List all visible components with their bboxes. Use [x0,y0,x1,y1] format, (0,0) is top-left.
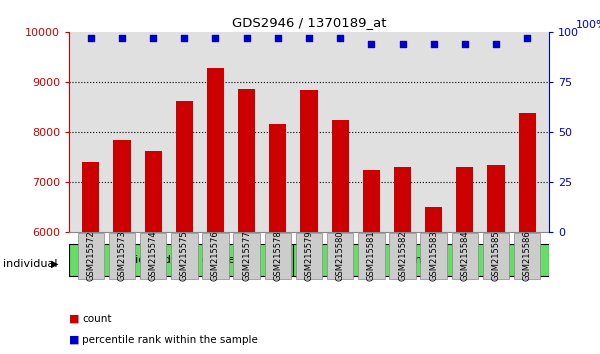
FancyBboxPatch shape [452,233,478,279]
FancyBboxPatch shape [514,233,541,279]
Bar [207,68,224,232]
FancyBboxPatch shape [421,233,447,279]
Point [398,41,407,47]
Text: GSM215579: GSM215579 [305,230,314,281]
Text: individual: individual [3,259,58,269]
Bar [394,167,411,232]
Bar [113,141,131,232]
Bar [363,170,380,232]
Text: GSM215574: GSM215574 [149,230,158,281]
Text: GSM215583: GSM215583 [429,230,438,281]
Point [273,35,283,41]
Text: diet-induced obese: diet-induced obese [128,255,235,265]
Bar [145,152,162,232]
Text: 100%: 100% [575,20,600,30]
Text: GSM215586: GSM215586 [523,230,532,281]
Bar [518,113,536,232]
Bar [82,162,100,232]
Text: GSM215578: GSM215578 [274,230,283,281]
FancyBboxPatch shape [327,233,353,279]
Point [179,35,189,41]
Point [335,35,345,41]
Text: GSM215584: GSM215584 [460,230,469,281]
Bar [238,89,255,232]
Bar [269,124,286,232]
Bar [456,167,473,232]
Text: GSM215582: GSM215582 [398,230,407,281]
Text: count: count [82,314,112,324]
Point [148,35,158,41]
Text: GSM215575: GSM215575 [180,230,189,281]
FancyBboxPatch shape [265,233,291,279]
FancyBboxPatch shape [483,233,509,279]
Bar [332,120,349,232]
Text: GSM215573: GSM215573 [118,230,127,281]
Bar [425,207,442,232]
Text: ■: ■ [69,335,79,345]
Point [523,35,532,41]
FancyBboxPatch shape [202,233,229,279]
Text: ■: ■ [69,314,79,324]
Text: GSM215572: GSM215572 [86,230,95,281]
Point [491,41,501,47]
Text: control: control [402,255,440,265]
FancyBboxPatch shape [77,233,104,279]
Bar [301,90,317,232]
Text: GSM215580: GSM215580 [335,230,344,281]
FancyBboxPatch shape [389,233,416,279]
Point [367,41,376,47]
FancyBboxPatch shape [233,233,260,279]
FancyBboxPatch shape [293,244,549,276]
Point [304,35,314,41]
Text: GSM215585: GSM215585 [491,230,500,281]
FancyBboxPatch shape [109,233,135,279]
Point [429,41,439,47]
Bar [176,101,193,232]
Text: GSM215581: GSM215581 [367,230,376,281]
Point [242,35,251,41]
Title: GDS2946 / 1370189_at: GDS2946 / 1370189_at [232,16,386,29]
Text: percentile rank within the sample: percentile rank within the sample [82,335,258,345]
FancyBboxPatch shape [171,233,197,279]
Text: ▶: ▶ [51,259,59,269]
Text: GSM215577: GSM215577 [242,230,251,281]
Point [117,35,127,41]
FancyBboxPatch shape [296,233,322,279]
Bar [487,165,505,232]
Point [86,35,95,41]
FancyBboxPatch shape [140,233,166,279]
Text: GSM215576: GSM215576 [211,230,220,281]
FancyBboxPatch shape [358,233,385,279]
Point [211,35,220,41]
Point [460,41,470,47]
FancyBboxPatch shape [69,244,293,276]
